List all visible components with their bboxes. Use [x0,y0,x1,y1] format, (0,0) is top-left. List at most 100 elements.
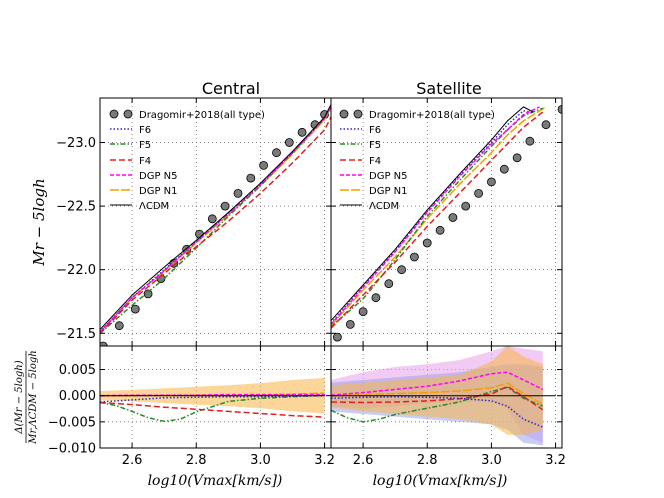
residual-N1 [331,382,544,405]
obs-point [143,289,153,299]
legend-item-F5: F5 [340,140,381,151]
residual-F5 [331,386,544,423]
y-tick-label-top: −22.0 [56,263,96,278]
y-tick-label-bottom: 0.000 [59,389,96,404]
svg-text:F5: F5 [139,140,151,151]
x-tick-label: 2.8 [417,453,438,468]
obs-point [220,201,230,211]
obs-point [486,177,496,187]
main-panel-satellite [331,105,562,342]
legend-central: Dragomir+2018(all type) F6 F5 F4 DGP N5 … [109,109,265,212]
obs-point [207,214,217,224]
legend-item-N5: DGP N5 [340,171,408,182]
svg-text:Mr − 5logh: Mr − 5logh [30,178,48,266]
svg-text:Dragomir+2018(all type): Dragomir+2018(all type) [369,110,495,121]
y-tick-label-top: −22.5 [56,200,96,215]
obs-point [272,148,281,158]
obs-point [297,127,307,137]
legend-item-obs: Dragomir+2018(all type) [109,109,265,121]
svg-text:DGP N1: DGP N1 [369,186,408,197]
obs-point [246,173,256,183]
legend-item-F6: F6 [110,125,151,136]
svg-text:DGP N5: DGP N5 [369,171,408,182]
y-label-bottom: Δ(Mr − 5logh) Mr,ΛCDM − 5logh [14,350,39,444]
curve-F4 [100,116,331,334]
panel-satellite: 2.6 2.8 3.0 3.2 [330,97,566,468]
x-tick-label: 2.6 [122,453,143,468]
obs-point [409,252,419,262]
svg-text:F5: F5 [369,140,381,151]
svg-text:Dragomir+2018(all type): Dragomir+2018(all type) [139,110,265,121]
residual-N5 [331,371,544,396]
x-tick-label: 2.6 [353,453,374,468]
svg-text:F4: F4 [369,156,381,167]
legend-item-obs: Dragomir+2018(all type) [339,109,495,121]
x-tick-label: 3.0 [250,453,271,468]
y-tick-label-bottom: −0.005 [48,415,96,430]
legend-satellite: Dragomir+2018(all type) F6 F5 F4 DGP N5 … [339,109,495,212]
svg-text:F6: F6 [369,125,381,136]
svg-text:F6: F6 [139,125,151,136]
curve-N5 [100,106,331,333]
obs-point [358,307,368,317]
residual-F6 [331,395,544,428]
y-tick-label-top: −21.5 [56,327,96,342]
main-panel-central [100,104,331,346]
residual-panel-satellite [331,346,556,446]
svg-text:DGP N1: DGP N1 [139,186,178,197]
obs-point [384,279,394,289]
obs-point [114,321,124,331]
legend-item-N1: DGP N1 [340,186,408,197]
y-label-top: Mr − 5logh [30,178,48,266]
obs-point [499,164,509,174]
curve-F4 [331,111,544,329]
svg-text:ΛCDM: ΛCDM [139,201,169,212]
obs-point [397,265,407,275]
obs-point [259,160,269,170]
obs-point [345,319,355,329]
obs-point [474,188,484,198]
curve-N1 [331,106,547,327]
residual-F4 [100,401,325,418]
obs-point [284,138,294,147]
legend-item-F4: F4 [110,156,151,167]
band-N1 [331,346,543,435]
panel-title-central: Central [202,79,260,98]
legend-item-F4: F4 [340,156,381,167]
curve-LCDM [100,104,331,330]
y-label-bottom-denominator: Mr,ΛCDM − 5logh [28,350,39,444]
obs-point [512,153,522,163]
y-tick-label-top: −23.0 [56,136,96,151]
x-tick-label: 2.8 [186,453,207,468]
residual-F6 [100,394,325,403]
obs-point [130,304,140,314]
y-tick-label-bottom: −0.010 [48,442,96,457]
legend-item-N1: DGP N1 [110,186,178,197]
residual-F4 [331,385,544,411]
legend-item-F6: F6 [340,125,381,136]
obs-point [332,332,342,342]
x-label-central: log10(Vmax[km/s]) [148,473,283,489]
obs-point [461,201,471,211]
panel-title-satellite: Satellite [416,79,482,98]
y-label-bottom-numerator: Δ(Mr − 5logh) [14,360,25,434]
svg-text:DGP N5: DGP N5 [139,171,178,182]
curve-LCDM [331,106,534,321]
obs-point [233,188,243,198]
legend-item-F5: F5 [110,140,151,151]
obs-point [525,136,535,146]
x-tick-label: 3.0 [481,453,502,468]
residual-panel-central [100,377,325,423]
obs-point [422,238,432,248]
x-tick-label: 3.2 [545,453,566,468]
y-tick-label-bottom: 0.005 [59,363,96,378]
obs-point [435,225,445,235]
curve-F5 [331,107,544,328]
curve-N5 [331,106,540,325]
svg-text:F4: F4 [139,156,151,167]
legend-item-LCDM: ΛCDM [110,201,169,212]
panel-central: 2.6 2.8 3.0 3.2 −23.0 −22.5 −22.0 −21.5 0.005 0.0… [48,97,335,468]
obs-point [541,120,551,130]
obs-point [371,293,381,303]
